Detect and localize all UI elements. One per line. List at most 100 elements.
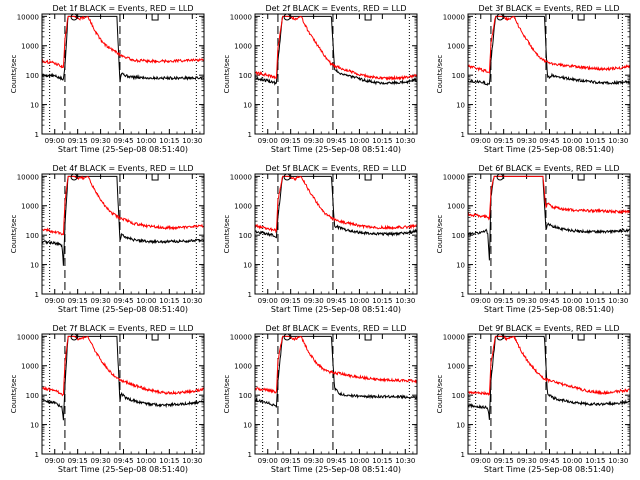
y-axis-label: Counts/sec: [10, 55, 18, 94]
detector-panel: Det 3f BLACK = Events, RED = LLD 1 10 100 10…: [436, 4, 631, 154]
panel-title: Det 7f BLACK = Events, RED = LLD: [52, 324, 193, 333]
x-tick-label: 09:30: [303, 457, 323, 465]
x-tick-label: 10:30: [608, 457, 628, 465]
x-tick-label: 09:30: [90, 457, 110, 465]
x-tick-label: 10:30: [395, 457, 415, 465]
plot-frame: [467, 13, 631, 135]
y-tick-label: 10000: [443, 13, 465, 21]
y-tick-label: 10: [456, 262, 465, 270]
y-tick-label: 100: [239, 72, 252, 80]
detector-panel: Det 2f BLACK = Events, RED = LLD 1 10 100 10…: [223, 4, 418, 154]
y-tick-label: 1: [248, 291, 252, 299]
x-tick-label: 09:45: [539, 137, 559, 145]
x-tick-label: 10:30: [182, 457, 202, 465]
x-tick-label: 09:00: [258, 137, 278, 145]
x-tick-label: 09:30: [516, 457, 536, 465]
y-tick-label: 100: [26, 232, 39, 240]
y-tick-label: 1000: [234, 363, 252, 371]
x-axis-label: Start Time (25-Sep-08 08:51:40): [58, 305, 188, 314]
x-tick-label: 09:45: [539, 457, 559, 465]
x-tick-label: 09:00: [471, 297, 491, 305]
x-tick-label: 09:00: [471, 137, 491, 145]
y-tick-label: 1000: [234, 43, 252, 51]
y-axis-label: Counts/sec: [223, 375, 231, 414]
x-tick-label: 10:15: [372, 137, 392, 145]
y-tick-label: 10: [456, 422, 465, 430]
y-tick-label: 1: [461, 451, 465, 459]
end-marker: [577, 13, 585, 21]
panel-title: Det 3f BLACK = Events, RED = LLD: [478, 4, 619, 13]
y-axis-label: Counts/sec: [10, 215, 18, 254]
x-tick-label: 09:30: [516, 297, 536, 305]
y-axis-label: Counts/sec: [436, 375, 444, 414]
y-tick-label: 10: [30, 102, 39, 110]
x-tick-label: 09:00: [258, 457, 278, 465]
y-tick-label: 10000: [443, 173, 465, 181]
y-tick-label: 100: [239, 392, 252, 400]
x-axis-label: Start Time (25-Sep-08 08:51:40): [58, 465, 188, 474]
detector-panel: Det 1f BLACK = Events, RED = LLD 1 10 100 10…: [10, 4, 205, 154]
x-tick-label: 10:15: [372, 457, 392, 465]
y-tick-label: 1000: [447, 203, 465, 211]
detector-panel: Det 5f BLACK = Events, RED = LLD 1 10 100 10…: [223, 164, 418, 314]
y-tick-label: 1: [248, 131, 252, 139]
x-axis-label: Start Time (25-Sep-08 08:51:40): [484, 145, 614, 154]
lld-series-line: [42, 175, 204, 236]
plot-frame: [254, 13, 418, 135]
y-tick-label: 10000: [230, 333, 252, 341]
x-tick-label: 10:30: [395, 297, 415, 305]
x-tick-label: 09:15: [494, 137, 514, 145]
lld-series-line: [468, 335, 630, 397]
x-axis-label: Start Time (25-Sep-08 08:51:40): [58, 145, 188, 154]
y-tick-label: 10: [30, 262, 39, 270]
events-series-line: [468, 15, 630, 87]
end-marker: [151, 173, 159, 181]
y-tick-label: 10000: [230, 173, 252, 181]
x-tick-label: 09:30: [303, 137, 323, 145]
plot-frame: [41, 173, 205, 295]
y-tick-label: 10: [30, 422, 39, 430]
y-axis-label: Counts/sec: [436, 55, 444, 94]
panel-title: Det 5f BLACK = Events, RED = LLD: [265, 164, 406, 173]
x-tick-label: 10:15: [585, 457, 605, 465]
x-tick-label: 10:15: [372, 297, 392, 305]
x-tick-label: 09:15: [68, 457, 88, 465]
x-tick-label: 10:00: [349, 137, 369, 145]
x-tick-label: 09:00: [45, 297, 65, 305]
x-tick-label: 09:45: [113, 297, 133, 305]
events-series-line: [42, 15, 204, 83]
y-tick-label: 10000: [17, 13, 39, 21]
x-axis-label: Start Time (25-Sep-08 08:51:40): [271, 305, 401, 314]
y-tick-label: 100: [452, 392, 465, 400]
detector-panel: Det 9f BLACK = Events, RED = LLD 1 10 100 10…: [436, 324, 631, 474]
y-axis-label: Counts/sec: [10, 375, 18, 414]
plot-frame: [467, 173, 631, 295]
x-tick-label: 09:00: [45, 457, 65, 465]
y-tick-label: 10000: [17, 173, 39, 181]
x-tick-label: 09:15: [494, 457, 514, 465]
lld-series-line: [42, 15, 204, 69]
detector-panel: Det 4f BLACK = Events, RED = LLD 1 10 100 10…: [10, 164, 205, 314]
end-marker: [577, 333, 585, 341]
x-tick-label: 09:45: [326, 297, 346, 305]
plot-frame: [467, 333, 631, 455]
detector-panel: Det 7f BLACK = Events, RED = LLD 1 10 100 10…: [10, 324, 205, 474]
x-tick-label: 09:00: [471, 457, 491, 465]
y-tick-label: 1: [248, 451, 252, 459]
x-tick-label: 09:30: [90, 137, 110, 145]
events-series-line: [255, 15, 417, 86]
x-tick-label: 09:45: [113, 137, 133, 145]
panel-title: Det 9f BLACK = Events, RED = LLD: [478, 324, 619, 333]
end-marker: [577, 173, 585, 181]
x-tick-label: 10:30: [608, 297, 628, 305]
end-marker: [364, 333, 372, 341]
saturation-marker: [496, 173, 504, 181]
x-tick-label: 10:00: [349, 457, 369, 465]
y-tick-label: 100: [26, 72, 39, 80]
y-tick-label: 10: [243, 262, 252, 270]
y-tick-label: 10: [243, 102, 252, 110]
x-tick-label: 10:15: [159, 297, 179, 305]
lld-series-line: [255, 15, 417, 81]
plot-frame: [41, 333, 205, 455]
